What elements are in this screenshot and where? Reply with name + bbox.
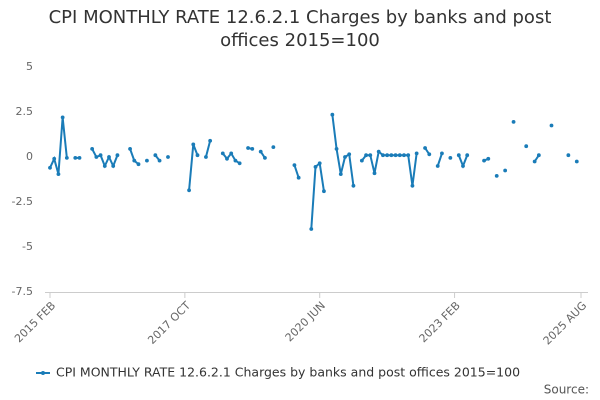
- point: [536, 153, 541, 158]
- point: [532, 159, 537, 164]
- point: [435, 164, 440, 168]
- point: [334, 147, 339, 151]
- point: [271, 145, 276, 150]
- point: [292, 163, 297, 168]
- point: [263, 156, 267, 160]
- point: [94, 155, 99, 159]
- y-tick-label: -7.5: [12, 285, 33, 298]
- point: [414, 151, 419, 156]
- point: [423, 146, 427, 150]
- point: [187, 188, 191, 193]
- x-tick-label: 2017 OCT: [145, 299, 193, 347]
- point: [482, 158, 486, 163]
- y-tick-label: -5: [22, 240, 33, 253]
- point: [258, 149, 263, 154]
- point: [549, 123, 554, 128]
- point: [461, 164, 465, 168]
- legend-marker: [41, 371, 45, 375]
- point: [393, 153, 398, 158]
- point: [204, 155, 208, 159]
- point: [566, 153, 571, 158]
- legend-label: CPI MONTHLY RATE 12.6.2.1 Charges by ban…: [56, 365, 520, 380]
- point: [225, 156, 229, 161]
- chart-title: CPI MONTHLY RATE 12.6.2.1 Charges by ban…: [48, 7, 552, 51]
- y-tick-label: -2.5: [12, 195, 33, 208]
- point: [145, 158, 149, 163]
- point: [486, 156, 491, 161]
- y-tick-label: 5: [26, 60, 33, 73]
- point: [191, 142, 196, 147]
- point: [440, 151, 444, 156]
- y-tick-label: 2.5: [16, 105, 34, 118]
- source: Source:: [544, 383, 589, 397]
- point: [402, 153, 406, 158]
- point: [98, 153, 103, 158]
- x-tick-label: 2020 JUN: [283, 299, 328, 344]
- point: [220, 151, 225, 156]
- x-tick-label: 2023 FEB: [417, 299, 463, 345]
- point: [132, 158, 137, 163]
- point: [56, 172, 61, 177]
- point: [77, 156, 82, 160]
- point: [317, 161, 322, 166]
- point: [237, 161, 242, 166]
- point: [157, 158, 162, 163]
- point: [296, 175, 301, 180]
- point: [107, 155, 111, 159]
- point: [48, 165, 52, 170]
- point: [208, 138, 213, 143]
- point: [246, 146, 250, 150]
- point: [503, 168, 508, 173]
- point: [338, 172, 343, 177]
- point: [347, 152, 352, 157]
- point: [494, 174, 499, 178]
- point: [465, 153, 470, 158]
- point: [309, 227, 314, 231]
- point: [524, 144, 529, 149]
- point: [364, 153, 368, 158]
- point: [136, 162, 141, 167]
- point: [427, 152, 432, 157]
- point: [368, 153, 373, 158]
- point: [73, 156, 78, 160]
- point: [448, 156, 453, 160]
- x-tick-label: 2025 AUG: [541, 299, 590, 348]
- point: [343, 155, 347, 159]
- point: [90, 147, 95, 151]
- point: [372, 171, 377, 176]
- point: [574, 159, 579, 164]
- point: [250, 147, 255, 151]
- x-tick-label: 2015 FEB: [12, 299, 58, 345]
- point: [381, 153, 385, 158]
- point: [410, 183, 415, 188]
- point: [330, 112, 335, 117]
- point: [195, 153, 200, 158]
- point: [456, 153, 461, 158]
- point: [389, 153, 394, 158]
- point: [351, 183, 356, 188]
- point: [64, 156, 69, 160]
- line: [50, 115, 577, 229]
- point: [52, 156, 57, 161]
- point: [511, 120, 516, 124]
- point: [102, 164, 107, 168]
- point: [385, 153, 390, 158]
- point: [115, 153, 120, 158]
- point: [60, 115, 65, 120]
- point: [111, 164, 116, 168]
- point: [128, 147, 132, 151]
- point: [229, 151, 234, 156]
- point: [397, 153, 402, 158]
- point: [153, 153, 158, 158]
- point: [233, 158, 238, 163]
- point: [376, 149, 381, 154]
- point: [166, 155, 170, 159]
- point: [406, 153, 411, 158]
- point: [359, 158, 364, 163]
- point: [322, 189, 326, 194]
- point: [313, 165, 318, 169]
- y-tick-label: 0: [26, 150, 33, 163]
